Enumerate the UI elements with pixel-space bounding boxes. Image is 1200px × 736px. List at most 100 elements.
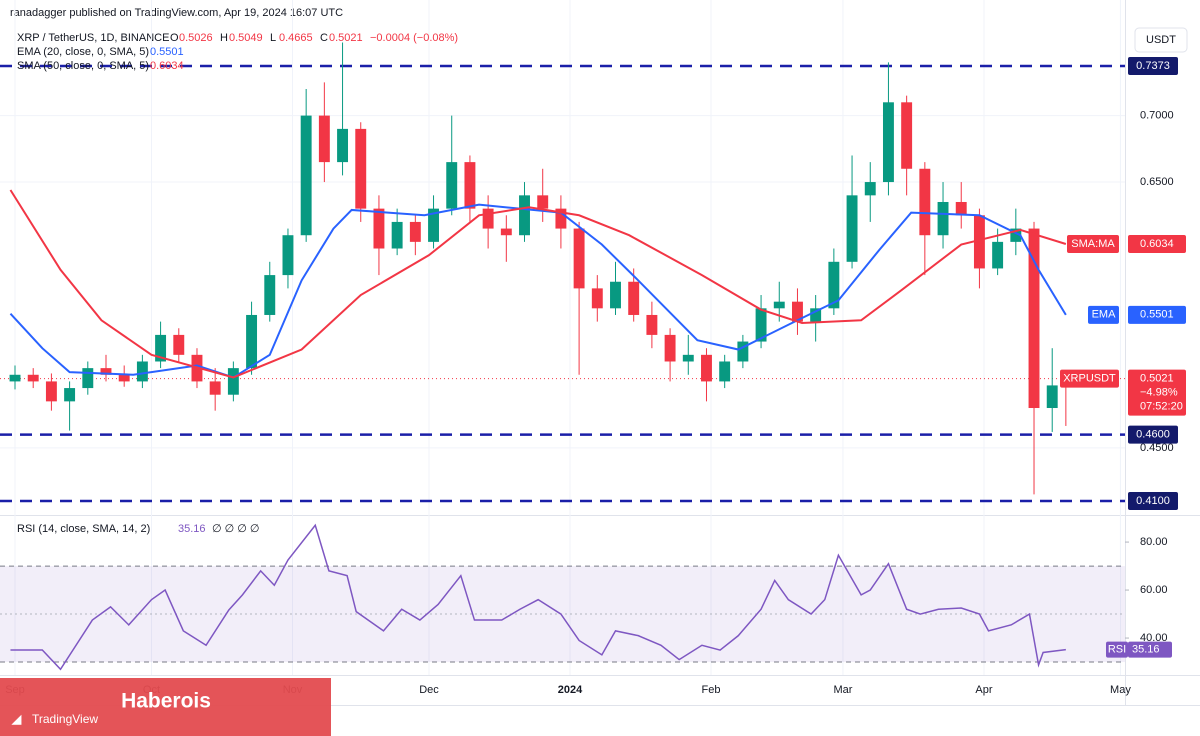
candle-body — [464, 162, 476, 209]
candle-body — [810, 308, 822, 322]
candle-body — [227, 368, 239, 395]
candle-body — [446, 162, 458, 209]
ohlc-value: 0.5026 — [179, 32, 213, 44]
x-tick-label: 2024 — [558, 684, 583, 696]
candle-body — [337, 128, 349, 163]
price-tag-name: SMA:MA — [1071, 238, 1115, 250]
price-tag-value: 0.5501 — [1140, 309, 1174, 321]
change: −0.0004 (−0.08%) — [370, 32, 458, 44]
candle-body — [773, 301, 785, 309]
ohlc-value: 0.5021 — [329, 32, 363, 44]
candle-body — [719, 361, 731, 382]
candle-body — [373, 208, 385, 249]
candle-body — [955, 201, 967, 216]
candle-body — [828, 261, 840, 309]
candle-body — [482, 208, 494, 229]
logo: TradingView — [32, 712, 98, 726]
price-tag-box — [1067, 234, 1119, 253]
candle-body — [646, 314, 658, 335]
ohlc-value: 0.4665 — [279, 32, 313, 44]
y-tick-label: 0.7000 — [1140, 110, 1174, 122]
rsi-tick-label: 80.00 — [1140, 536, 1168, 548]
candle-body — [428, 208, 439, 242]
ma-line — [9, 189, 1067, 379]
candle-body — [118, 374, 130, 382]
price-tag-value: 0.5021 — [1140, 373, 1174, 385]
candle-body — [792, 301, 803, 322]
rsi-tick-label: 40.00 — [1140, 632, 1168, 644]
candle-body — [519, 195, 530, 236]
candle-body — [864, 182, 876, 196]
watermark-box — [0, 678, 331, 736]
currency[interactable]: USDT — [1146, 34, 1176, 46]
ohlc-key: O — [170, 32, 179, 44]
candle-body — [737, 341, 749, 362]
candle-body — [391, 221, 403, 249]
x-tick-label: Feb — [702, 684, 721, 696]
candle-body — [500, 228, 512, 236]
currency-box[interactable] — [1134, 27, 1188, 53]
candle-body — [45, 381, 57, 402]
level-label: 0.4600 — [1136, 428, 1170, 440]
price-tag-value-box — [1128, 305, 1186, 324]
candle-body — [409, 221, 421, 242]
rsi-legend-value: 35.16 — [178, 523, 206, 535]
rsi-tick-label: 60.00 — [1140, 584, 1168, 596]
candle-body — [755, 308, 767, 342]
candle-body — [246, 314, 258, 369]
candle-body — [136, 361, 148, 382]
candle-body — [173, 334, 185, 355]
candle-body — [992, 241, 1004, 269]
rsi-legend-flags: ∅ ∅ ∅ ∅ — [212, 523, 260, 535]
level-tag — [1128, 492, 1178, 511]
level-tag — [1128, 425, 1178, 444]
rsi-value: 35.16 — [1132, 644, 1160, 656]
candle-body — [1046, 385, 1058, 409]
candle-body — [973, 215, 985, 269]
ohlc-key: H — [220, 32, 228, 44]
candle-body — [264, 275, 276, 315]
level-label: 0.4100 — [1136, 495, 1170, 507]
candle-body — [300, 115, 312, 236]
candle-body — [664, 334, 676, 362]
x-tick-label: Apr — [975, 684, 992, 696]
candle-body — [355, 128, 367, 209]
rsi-line — [10, 523, 1066, 671]
candle-body — [27, 374, 39, 382]
price-tag-value-box — [1128, 369, 1186, 416]
candle-body — [937, 201, 949, 236]
ohlc-value: 0.5049 — [229, 32, 263, 44]
candle-body — [573, 228, 585, 289]
candle-body — [1010, 228, 1022, 242]
price-tag-extra: 07:52:20 — [1140, 401, 1183, 413]
logo-icon: ◢ — [11, 712, 22, 726]
candle-body — [209, 381, 221, 395]
ohlc-key: C — [320, 32, 328, 44]
candle-body — [155, 334, 167, 362]
candle-body — [282, 235, 294, 276]
level-tag — [1128, 57, 1178, 76]
ohlc-key: L — [270, 32, 276, 44]
candle-body — [919, 168, 931, 236]
candle-body — [9, 374, 21, 382]
price-tag-name: XRPUSDT — [1063, 373, 1116, 385]
candle-body — [846, 195, 858, 262]
rsi-value-box — [1128, 641, 1172, 658]
rsi-band — [0, 566, 1125, 663]
candle-body — [591, 288, 603, 309]
candle-body — [1028, 228, 1040, 409]
candle-body — [901, 102, 913, 169]
rsi-tag-box — [1106, 641, 1128, 658]
rsi-tag: RSI — [1108, 644, 1126, 656]
candle-body — [701, 354, 712, 382]
level-label: 0.7373 — [1136, 60, 1170, 72]
candle-body — [682, 354, 694, 362]
price-tag-value-box — [1128, 234, 1186, 253]
candle-body — [610, 281, 621, 309]
watermark: Haberois — [121, 690, 211, 713]
price-tag-box — [1060, 369, 1119, 388]
y-tick-label: 0.6500 — [1140, 176, 1174, 188]
ma-legend-name: EMA (20, close, 0, SMA, 5) — [17, 46, 149, 58]
